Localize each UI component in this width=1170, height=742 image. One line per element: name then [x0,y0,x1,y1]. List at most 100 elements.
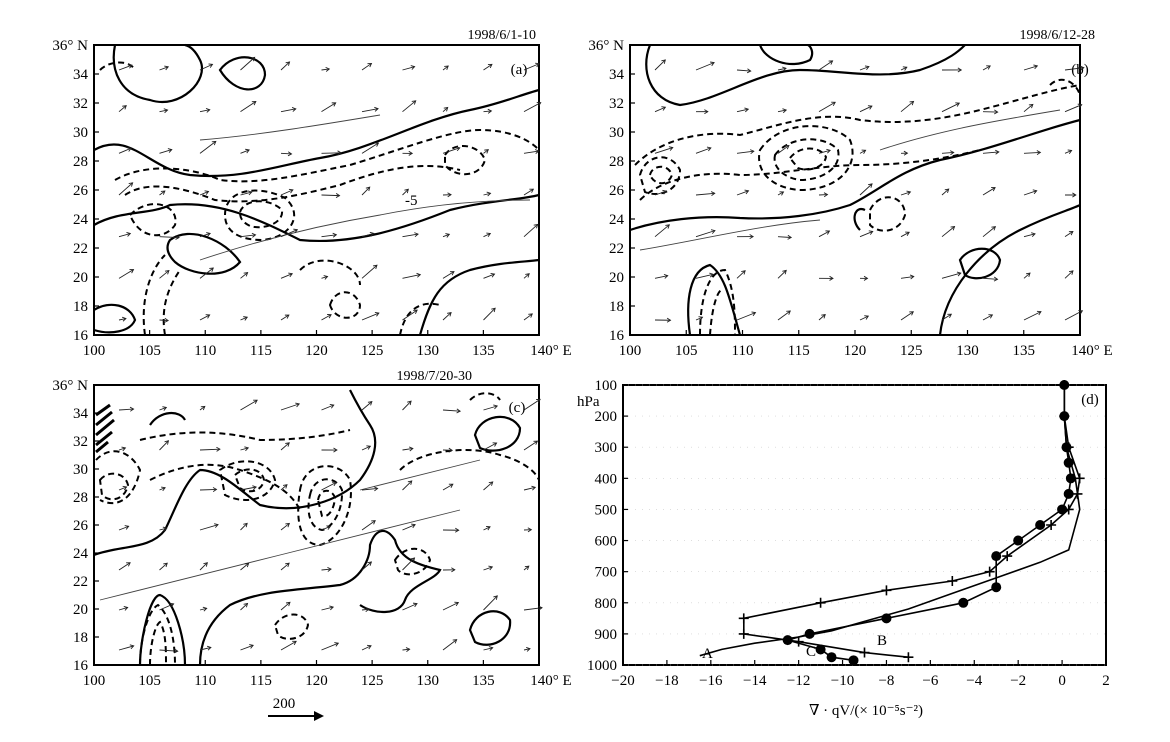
wind-vector-head [295,402,301,408]
panel-d-series [699,380,1085,666]
x-tick-label: 125 [361,343,384,359]
wind-vector-head [531,485,537,491]
panel-a-label: (a) [511,62,528,78]
y-tick-label: 500 [595,502,618,518]
wind-vector-head [412,602,418,608]
wind-vector-head [906,190,912,196]
wind-vector [483,307,496,321]
wind-vector [280,484,288,491]
wind-vector [159,407,167,411]
wind-vector-head [282,484,288,489]
wind-vector [818,230,830,238]
profile-point-plus [738,628,749,639]
y-tick-label: 700 [595,565,618,581]
wind-vector [483,442,497,451]
wind-vector [240,316,248,321]
y-tick-label: 32 [73,96,88,112]
wind-vector-head [956,271,962,277]
wind-vector [941,151,954,154]
wind-vector-head [243,602,249,608]
wind-vector-head [416,272,422,278]
wind-vector [900,231,910,238]
wind-vector-head [448,483,454,488]
wind-vector-head [121,446,127,452]
wind-vector [483,481,494,491]
wind-vector [982,226,996,238]
wind-vector-head [287,151,293,157]
wind-vector-head [533,223,539,229]
wind-vector-head [704,109,709,115]
wind-vector [523,607,543,611]
wind-vector-head [121,316,127,322]
wind-vector-head [826,148,831,154]
wind-vector-head [369,231,375,237]
wind-vector-head [288,188,294,194]
wind-vector [402,188,409,196]
wind-vector-head [950,225,956,231]
wind-vector [483,149,489,154]
wind-vector [361,608,369,611]
wind-vector-head [448,447,454,453]
wind-vector-head [410,65,416,70]
wind-vector-head [1077,103,1083,109]
wind-vector [321,276,328,279]
y-tick-label: 34 [609,67,625,83]
wind-vector-head [285,562,290,568]
wind-vector-head [668,146,674,151]
profile-point-circle [826,652,837,663]
wind-vector-head [452,639,458,644]
wind-vector [777,270,787,279]
wind-vector-head [706,146,712,152]
wind-vector-head [988,314,994,319]
wind-vector-head [331,102,337,107]
wind-vector [402,480,413,491]
wind-vector-head [408,150,414,156]
panel-a-contours [93,43,540,336]
wind-vector [859,105,873,113]
y-tick-label: 18 [73,299,88,315]
wind-vector [654,275,668,279]
y-tick-label: 32 [609,96,624,112]
profile-point-circle [1035,520,1046,530]
wind-vector-head [162,406,168,411]
wind-vector-head [285,61,291,66]
wind-vector [442,65,449,71]
wind-vector [900,66,908,71]
wind-vector-head [209,267,214,272]
wind-vector [941,102,960,113]
wind-vector [442,312,452,321]
wind-vector-head [408,446,414,452]
wind-vector [483,526,491,531]
wind-vector [361,401,373,411]
wind-vector [859,66,870,71]
x-tick-label: 110 [194,343,216,359]
wind-vector [118,645,134,651]
panel-d-axes: −20 −18 −16 −14 −12 −10 −8 −6 −4 −2 0 2100200300400… [587,378,1110,689]
wind-vector-head [484,149,489,154]
wind-vector-head [371,520,376,525]
wind-vector [240,57,255,71]
wind-vector-head [211,140,217,146]
wind-vector-head [443,106,449,112]
wind-vector-head [533,440,539,445]
wind-vector [361,312,380,321]
wind-vector-head [451,567,456,573]
wind-vector [982,277,998,280]
wind-vector [321,642,339,651]
wind-vector-head [128,182,134,187]
wind-vector-head [1025,272,1031,278]
wind-vector [321,568,332,571]
x-tick-label: 115 [250,673,272,689]
y-tick-label: 300 [595,440,618,456]
y-tick-label: 800 [595,596,618,612]
wind-vector-head [957,67,963,73]
wind-vector [777,67,787,71]
curve-label-b: B [877,633,887,649]
wind-vector [736,150,754,154]
x-tick-label: 115 [788,343,810,359]
wind-vector [859,231,873,238]
panel-c-contours [93,389,540,666]
wind-vector [1064,310,1083,321]
wind-vector [1064,104,1082,113]
wind-vector [1023,311,1042,321]
